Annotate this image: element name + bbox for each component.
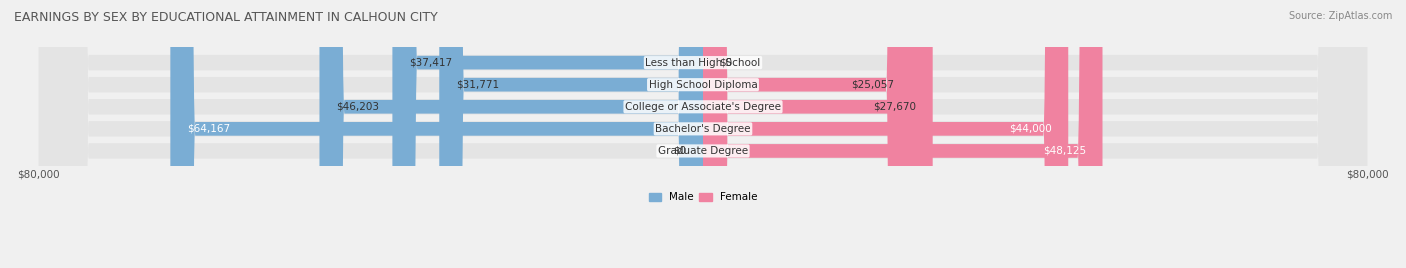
Text: Bachelor's Degree: Bachelor's Degree bbox=[655, 124, 751, 134]
FancyBboxPatch shape bbox=[703, 0, 911, 268]
Text: High School Diploma: High School Diploma bbox=[648, 80, 758, 90]
Legend: Male, Female: Male, Female bbox=[644, 188, 762, 206]
FancyBboxPatch shape bbox=[703, 0, 1069, 268]
Text: $0: $0 bbox=[720, 58, 733, 68]
Text: $0: $0 bbox=[673, 146, 686, 156]
Text: $64,167: $64,167 bbox=[187, 124, 231, 134]
FancyBboxPatch shape bbox=[703, 0, 932, 268]
FancyBboxPatch shape bbox=[39, 0, 1367, 268]
FancyBboxPatch shape bbox=[170, 0, 703, 268]
Text: $27,670: $27,670 bbox=[873, 102, 917, 112]
FancyBboxPatch shape bbox=[39, 0, 1367, 268]
Text: $31,771: $31,771 bbox=[456, 80, 499, 90]
FancyBboxPatch shape bbox=[39, 0, 1367, 268]
FancyBboxPatch shape bbox=[392, 0, 703, 268]
Text: $46,203: $46,203 bbox=[336, 102, 380, 112]
Text: $37,417: $37,417 bbox=[409, 58, 453, 68]
Text: Graduate Degree: Graduate Degree bbox=[658, 146, 748, 156]
Text: Less than High School: Less than High School bbox=[645, 58, 761, 68]
Text: $44,000: $44,000 bbox=[1010, 124, 1052, 134]
Text: $48,125: $48,125 bbox=[1043, 146, 1085, 156]
FancyBboxPatch shape bbox=[39, 0, 1367, 268]
Text: Source: ZipAtlas.com: Source: ZipAtlas.com bbox=[1288, 11, 1392, 21]
Text: College or Associate's Degree: College or Associate's Degree bbox=[626, 102, 780, 112]
FancyBboxPatch shape bbox=[319, 0, 703, 268]
FancyBboxPatch shape bbox=[439, 0, 703, 268]
Text: $25,057: $25,057 bbox=[852, 80, 894, 90]
Text: EARNINGS BY SEX BY EDUCATIONAL ATTAINMENT IN CALHOUN CITY: EARNINGS BY SEX BY EDUCATIONAL ATTAINMEN… bbox=[14, 11, 437, 24]
FancyBboxPatch shape bbox=[39, 0, 1367, 268]
FancyBboxPatch shape bbox=[703, 0, 1102, 268]
